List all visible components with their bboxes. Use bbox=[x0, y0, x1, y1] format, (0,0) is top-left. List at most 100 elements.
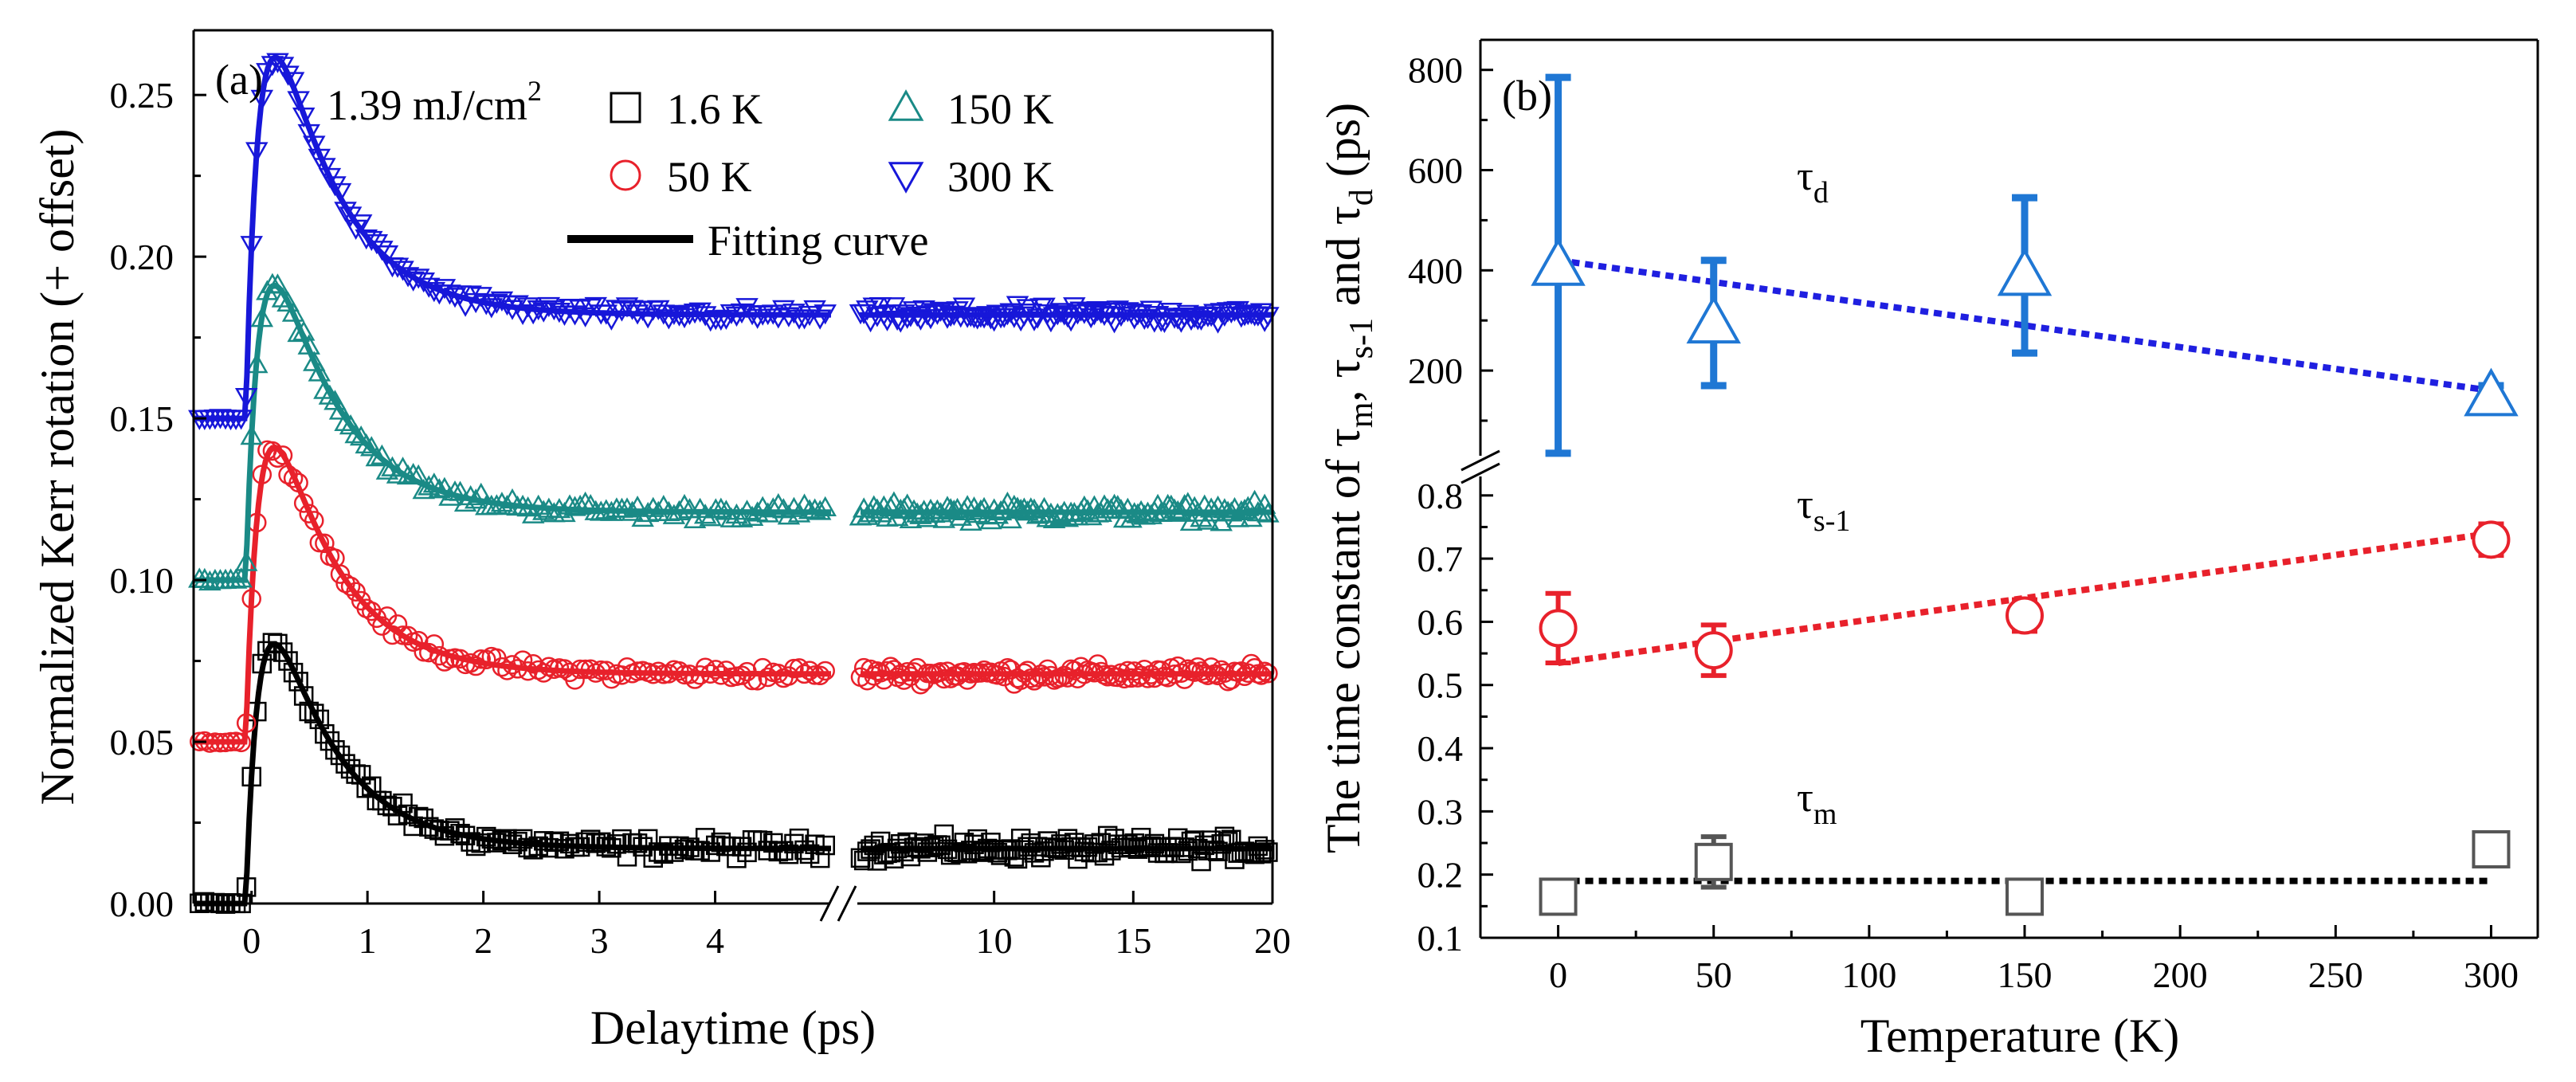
tau-symbol: τ bbox=[1797, 775, 1813, 821]
data-point bbox=[758, 667, 778, 688]
data-point bbox=[344, 423, 367, 444]
data-point bbox=[2472, 520, 2511, 559]
data-point bbox=[882, 297, 906, 318]
y-label-text: , τ bbox=[1317, 359, 1370, 402]
data-point bbox=[762, 497, 785, 518]
data-point bbox=[715, 309, 738, 330]
tau-subscript: m bbox=[1813, 798, 1837, 831]
data-point bbox=[335, 754, 355, 774]
data-point bbox=[315, 533, 335, 554]
data-point bbox=[1108, 667, 1128, 688]
data-point bbox=[330, 564, 351, 584]
tau-m-label: τm bbox=[1797, 775, 1837, 831]
data-point bbox=[856, 300, 879, 321]
data-point bbox=[288, 672, 308, 692]
data-point bbox=[700, 842, 720, 862]
data-point bbox=[591, 832, 611, 853]
data-point bbox=[664, 842, 684, 862]
data-point bbox=[740, 505, 764, 526]
data-point bbox=[340, 759, 361, 779]
data-point bbox=[605, 300, 629, 320]
x-tick-label: 0 bbox=[1549, 955, 1567, 995]
data-point bbox=[657, 309, 680, 330]
legend-label: 50 K bbox=[667, 153, 752, 201]
x-tick-label: 300 bbox=[2464, 955, 2519, 995]
data-point bbox=[287, 91, 310, 112]
tau-subscript: d bbox=[1813, 176, 1829, 210]
axis-break-mark bbox=[1461, 462, 1500, 484]
x-tick-label: 4 bbox=[706, 920, 724, 961]
fluence-text: 1.39 mJ/cm bbox=[327, 81, 527, 129]
data-point bbox=[877, 661, 897, 681]
x-tick-label: 50 bbox=[1696, 955, 1732, 995]
data-point bbox=[1694, 631, 1733, 670]
x-tick-label: 100 bbox=[1841, 955, 1896, 995]
x-tick-label: 150 bbox=[1998, 955, 2053, 995]
series-m bbox=[1539, 829, 2511, 916]
panel-label: (a) bbox=[215, 56, 263, 104]
tau-s1-label: τs-1 bbox=[1797, 482, 1850, 538]
y-label-text: (ps) bbox=[1317, 103, 1370, 189]
data-point bbox=[615, 297, 639, 318]
y-tick-label: 0.1 bbox=[1417, 918, 1464, 959]
data-point bbox=[1539, 609, 1578, 648]
data-point bbox=[815, 661, 835, 681]
data-point bbox=[1539, 877, 1578, 916]
data-point bbox=[1199, 497, 1223, 518]
x-axis-label: Temperature (K) bbox=[1860, 1009, 2180, 1062]
data-point bbox=[737, 842, 757, 863]
y-tick-label: 0.05 bbox=[110, 722, 174, 762]
data-point bbox=[706, 660, 726, 680]
panel-label: (b) bbox=[1502, 72, 1552, 120]
data-point bbox=[461, 832, 480, 852]
y-tick-label: 0.20 bbox=[110, 237, 174, 277]
data-point bbox=[1531, 237, 1586, 286]
axis-break-mark bbox=[819, 885, 840, 922]
x-tick-label: 10 bbox=[976, 920, 1013, 961]
tau-symbol: τ bbox=[1797, 154, 1813, 199]
data-point bbox=[276, 291, 300, 312]
data-point bbox=[896, 308, 919, 329]
data-point bbox=[735, 298, 759, 319]
x-tick-label: 1 bbox=[359, 920, 377, 961]
y-tick-label: 800 bbox=[1408, 50, 1463, 91]
data-point bbox=[606, 834, 627, 854]
data-point bbox=[372, 790, 392, 811]
y-tick-label: 0.00 bbox=[110, 884, 174, 924]
data-point bbox=[445, 818, 465, 838]
y-label-text: and τ bbox=[1317, 206, 1370, 318]
data-point bbox=[303, 351, 326, 371]
y-tick-label: 0.3 bbox=[1417, 791, 1464, 832]
fluence-exponent: 2 bbox=[527, 75, 542, 107]
x-tick-label: 2 bbox=[474, 920, 492, 961]
y-tick-label: 0.8 bbox=[1417, 476, 1464, 516]
x-tick-label: 200 bbox=[2153, 955, 2208, 995]
x-tick-label: 15 bbox=[1115, 920, 1151, 961]
data-point bbox=[2472, 829, 2511, 868]
axis-break-mask bbox=[830, 880, 856, 927]
series-d bbox=[1531, 73, 2519, 457]
data-point bbox=[1136, 308, 1159, 330]
data-point bbox=[683, 508, 707, 529]
data-point bbox=[672, 308, 696, 329]
tau-d-label: τd bbox=[1797, 154, 1829, 210]
y-tick-label: 600 bbox=[1408, 151, 1463, 191]
tau-symbol: τ bbox=[1797, 482, 1813, 527]
data-point bbox=[706, 835, 726, 856]
data-point bbox=[518, 837, 538, 858]
data-point bbox=[1214, 826, 1235, 847]
fit-curve bbox=[194, 54, 831, 421]
data-point bbox=[1240, 507, 1263, 527]
data-point bbox=[422, 472, 446, 493]
data-point bbox=[563, 496, 586, 516]
data-point bbox=[328, 399, 352, 420]
data-point bbox=[1051, 834, 1071, 854]
data-point bbox=[808, 309, 832, 330]
data-point bbox=[2006, 596, 2045, 635]
data-point bbox=[856, 504, 879, 525]
data-point bbox=[272, 445, 293, 465]
data-point bbox=[1069, 301, 1092, 322]
y-tick-label: 0.10 bbox=[110, 560, 174, 601]
data-point bbox=[934, 824, 955, 845]
data-point bbox=[789, 658, 810, 678]
